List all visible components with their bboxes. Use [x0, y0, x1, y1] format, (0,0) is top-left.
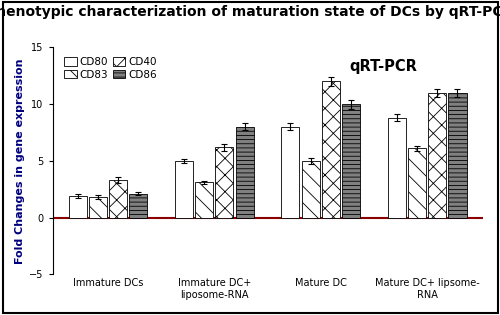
Legend: CD80, CD83, CD40, CD86: CD80, CD83, CD40, CD86 [62, 55, 159, 82]
Bar [195, 182, 214, 218]
Text: Phenotypic characterization of maturation state of DCs by qRT-PCR: Phenotypic characterization of maturatio… [0, 5, 500, 19]
Bar [282, 127, 300, 218]
Bar [129, 194, 148, 218]
Bar [448, 93, 466, 218]
Bar [216, 147, 234, 218]
Bar [342, 104, 360, 218]
Bar [175, 161, 193, 218]
Bar [302, 161, 320, 218]
Bar [322, 81, 340, 218]
Text: qRT-PCR: qRT-PCR [350, 59, 418, 74]
Bar [68, 196, 86, 218]
Bar [109, 180, 127, 218]
Bar [428, 93, 446, 218]
Bar [89, 197, 107, 218]
Bar [236, 127, 254, 218]
Y-axis label: Fold Changes in gene expression: Fold Changes in gene expression [15, 58, 25, 264]
Bar [408, 148, 426, 218]
Bar [388, 118, 406, 218]
